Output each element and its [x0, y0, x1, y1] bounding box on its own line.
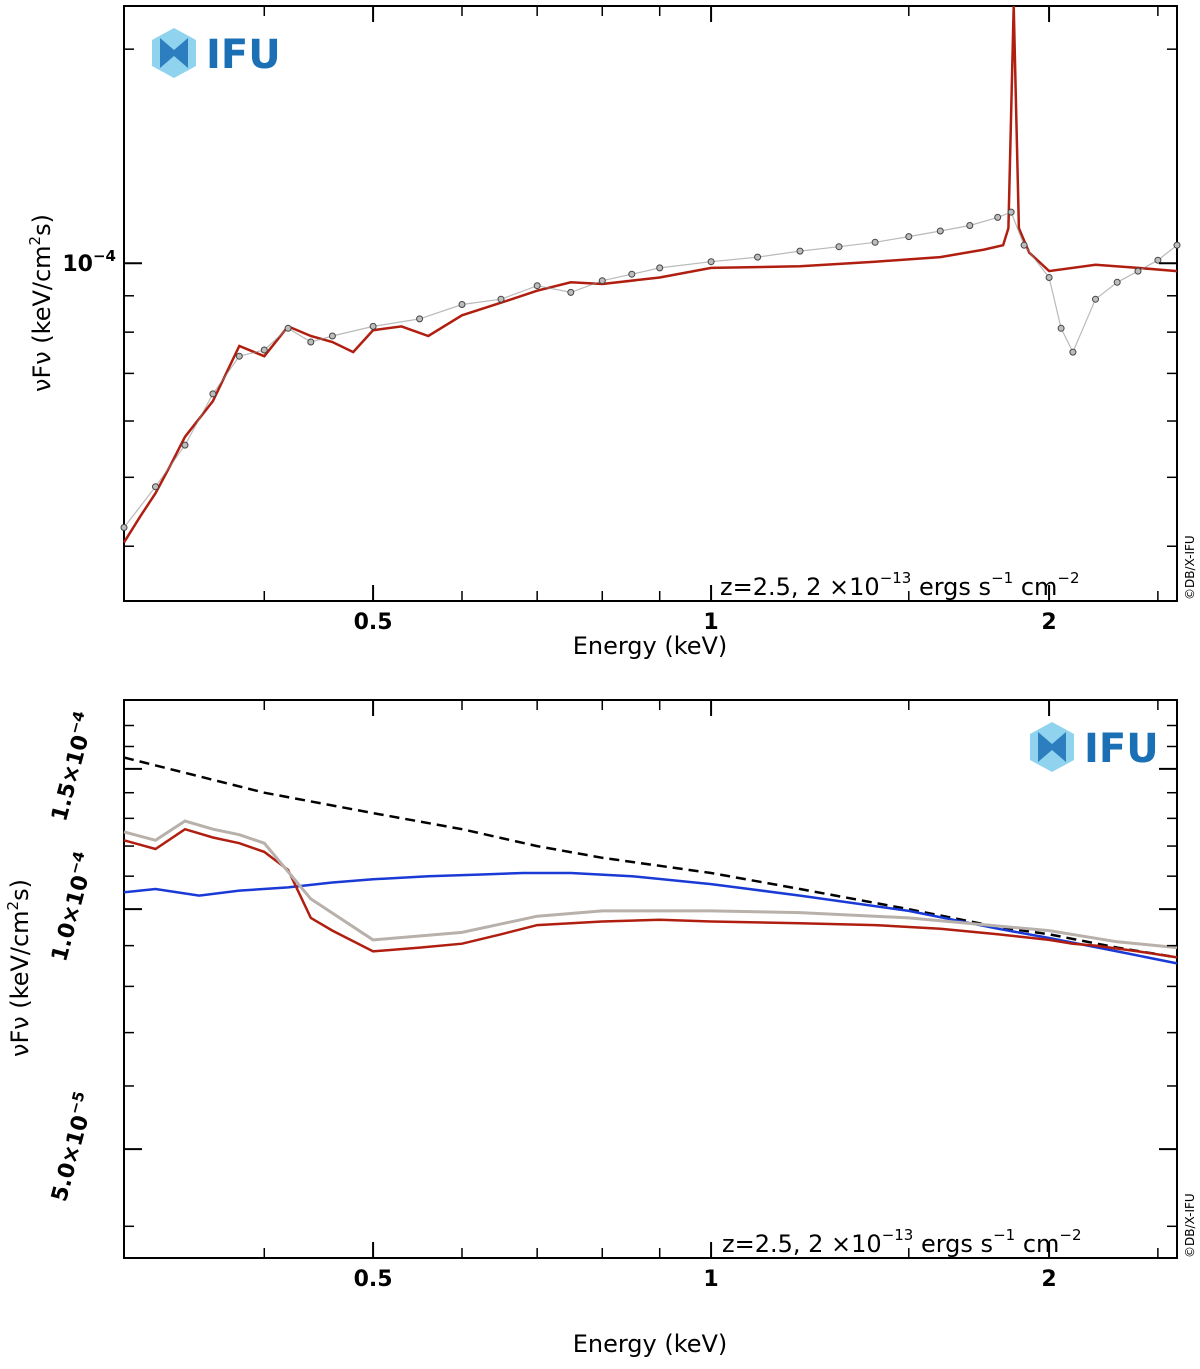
bottom-annotation: z=2.5, 2 ×10−13 ergs s−1 cm−2 [722, 1226, 1082, 1258]
top-data-point [328, 332, 336, 340]
bottom-credit: ©DB/X-IFU [1183, 1193, 1197, 1258]
top-annotation-mid: ergs s [911, 573, 991, 601]
top-data-point [1007, 208, 1015, 216]
top-data-point [1134, 267, 1142, 275]
bottom-y-tick-label: 1.0×10−4 [42, 849, 100, 964]
bottom-series-group [123, 756, 1178, 965]
top-data-point [1092, 295, 1099, 303]
top-annotation: z=2.5, 2 ×10−13 ergs s−1 cm−2 [720, 569, 1080, 601]
top-logo-x-icon [160, 38, 188, 68]
top-data-point [181, 441, 189, 449]
top-annotation-exp1: −13 [880, 569, 912, 587]
top-annotation-exp3: −2 [1057, 569, 1079, 587]
top-plot-frame [123, 5, 1178, 602]
top-series-model [122, 5, 1178, 544]
top-y-axis-title-main: νFν (keV/cm [28, 245, 56, 392]
top-data-point [754, 253, 762, 261]
top-x-ticks: 0.5 1 2 [354, 6, 1057, 635]
top-annotation-mid2: cm [1013, 573, 1057, 601]
top-data-point [1069, 348, 1077, 356]
top-annotation-exp2: −1 [991, 569, 1013, 587]
top-data-point [152, 483, 159, 491]
top-data-point [656, 264, 664, 272]
top-x-tick-label: 1 [703, 610, 718, 635]
bottom-y-ticks: 1.5×10−4 1.0×10−4 5.0×10−5 [42, 709, 1177, 1228]
top-y-ticks: 10−4 [62, 48, 1177, 547]
bottom-y-axis-title: νFν (keV/cm2s) [4, 879, 34, 1057]
top-panel: 0.5 1 2 10−4 IFU z=2.5, 2 ×10−13 ergs s−1 … [26, 5, 1197, 660]
top-data-point [905, 233, 913, 241]
top-data-point [416, 315, 424, 323]
top-data-point [1154, 256, 1162, 264]
top-series-observed-data [123, 211, 1178, 528]
bottom-series-absorbed-model-unconvolved- [123, 819, 1178, 950]
bottom-y-tick-label: 1.5×10−4 [42, 709, 100, 824]
top-x-tick-label: 0.5 [354, 610, 393, 635]
bottom-annotation-exp1: −13 [882, 1226, 914, 1244]
top-data-point [1057, 324, 1065, 332]
top-data-point [707, 258, 715, 266]
bottom-series-absorbed-continuum [123, 871, 1178, 965]
bottom-annotation-exp2: −1 [993, 1226, 1015, 1244]
top-data-point [533, 282, 541, 290]
bottom-plot-frame [123, 699, 1178, 1259]
top-data-point [1045, 274, 1053, 281]
top-data-point [209, 390, 217, 398]
top-series-group [120, 5, 1181, 544]
bottom-logo-text: IFU [1084, 726, 1159, 772]
top-data-point [871, 238, 879, 246]
bottom-annotation-exp3: −2 [1059, 1226, 1081, 1244]
top-data-point [796, 247, 804, 255]
bottom-y-axis-title-main: νFν (keV/cm [6, 910, 34, 1057]
bottom-series-absorbed-model [123, 827, 1178, 959]
bottom-y-axis-title-sup: 2 [4, 901, 22, 911]
bottom-logo-x-icon [1038, 732, 1066, 762]
top-logo-text: IFU [206, 32, 281, 78]
top-data-point [369, 322, 377, 330]
top-y-tick-label: 10−4 [62, 247, 116, 277]
top-data-point [936, 227, 944, 235]
bottom-x-tick-label: 0.5 [354, 1267, 393, 1292]
top-y-axis-title-sup: 2 [26, 236, 44, 246]
top-x-axis-title: Energy (keV) [573, 632, 728, 660]
top-credit: ©DB/X-IFU [1183, 535, 1197, 600]
bottom-x-tick-label: 2 [1041, 1267, 1056, 1292]
top-data-point [284, 324, 292, 332]
top-data-point [966, 222, 974, 229]
top-data-point [1173, 241, 1181, 249]
bottom-annotation-mid2: cm [1015, 1230, 1059, 1258]
top-data-point [1020, 241, 1028, 249]
top-data-point [235, 352, 243, 360]
top-data-point [260, 346, 268, 354]
bottom-annotation-mid: ergs s [913, 1230, 993, 1258]
top-data-point [994, 213, 1002, 221]
top-data-point [120, 524, 128, 531]
bottom-x-axis-title: Energy (keV) [573, 1330, 728, 1358]
bottom-minor-ticks [123, 700, 1159, 1258]
top-data-point [628, 270, 636, 278]
top-data-point [835, 243, 843, 251]
bottom-annotation-main: z=2.5, 2 ×10 [722, 1230, 882, 1258]
bottom-x-ticks: 0.5 1 2 [354, 700, 1057, 1292]
top-annotation-main: z=2.5, 2 ×10 [720, 573, 880, 601]
bottom-x-tick-label: 1 [703, 1267, 718, 1292]
top-data-point [497, 295, 505, 303]
bottom-ifu-logo: IFU [1030, 722, 1159, 772]
top-data-point [307, 338, 315, 346]
bottom-y-tick-label: 5.0×10−5 [42, 1089, 100, 1204]
bottom-panel: 0.5 1 2 1.5×10−4 1.0×10−4 5.0×10−5 IFU z=2.5… [4, 699, 1197, 1358]
top-data-point [567, 288, 575, 296]
top-ifu-logo: IFU [152, 28, 281, 78]
top-data-point [598, 277, 606, 285]
bottom-series-intrinsic-continuum [123, 756, 1178, 959]
top-x-tick-label: 2 [1041, 610, 1056, 635]
top-minor-ticks [123, 6, 1159, 601]
top-y-axis-title: νFν (keV/cm2s) [26, 214, 56, 392]
top-data-point [1113, 278, 1121, 286]
top-data-point [458, 301, 466, 308]
top-y-axis-title-tail: s) [28, 214, 56, 236]
bottom-y-axis-title-tail: s) [6, 879, 34, 901]
